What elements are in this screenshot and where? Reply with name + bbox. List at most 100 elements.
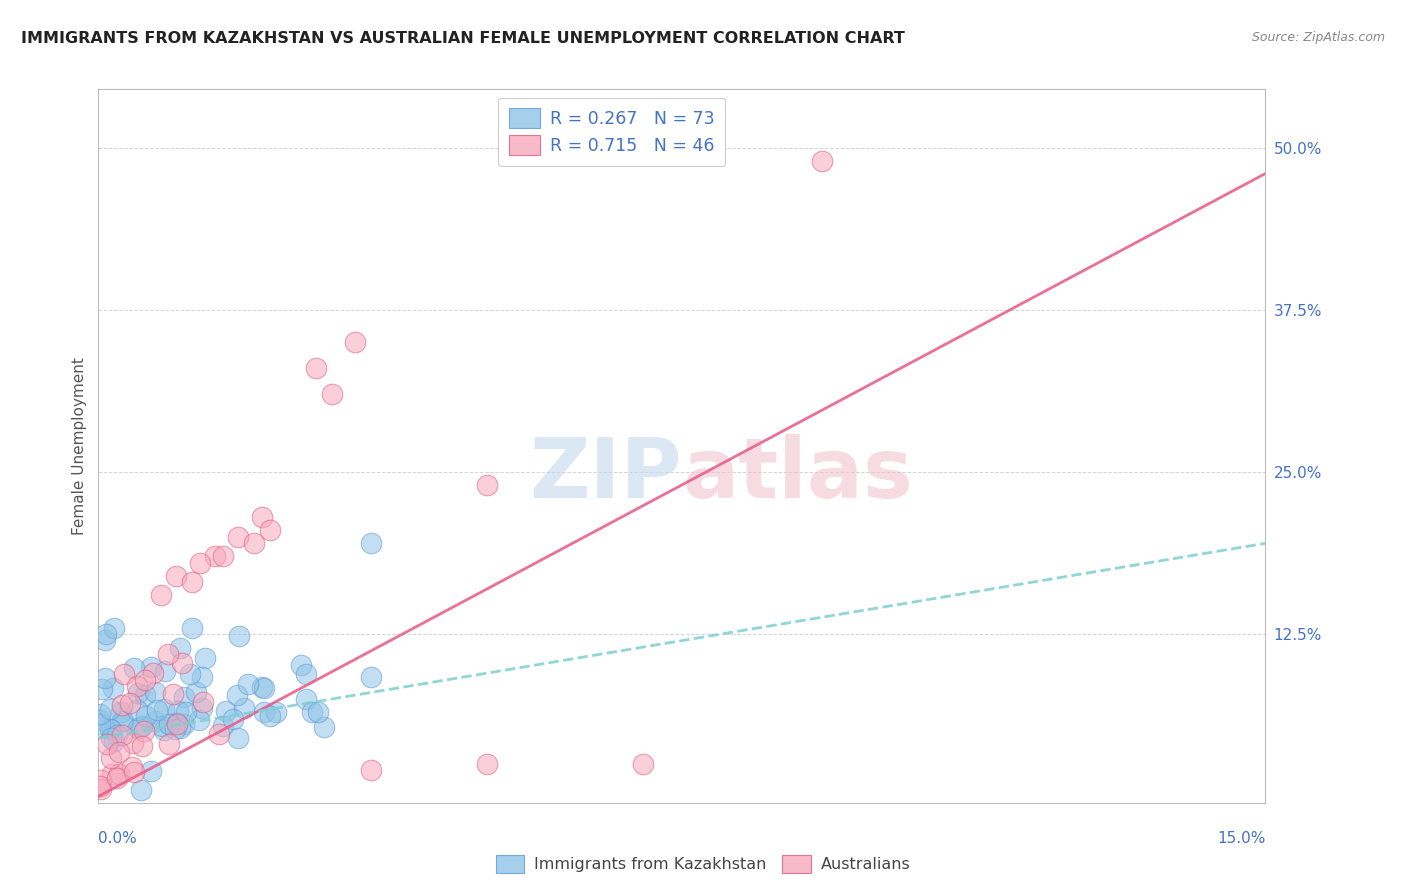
Point	[236, 677, 259, 691]
Point	[143, 684, 166, 698]
Point	[100, 751, 122, 765]
Point	[212, 549, 235, 564]
Point	[96, 737, 118, 751]
Point	[208, 726, 231, 740]
Point	[301, 705, 323, 719]
Point	[129, 720, 152, 734]
Point	[153, 664, 176, 678]
Point	[139, 659, 162, 673]
Point	[264, 705, 287, 719]
Point	[477, 756, 499, 771]
Point	[811, 153, 834, 168]
Point	[98, 723, 121, 737]
Point	[142, 666, 165, 681]
Point	[215, 704, 238, 718]
Point	[96, 627, 118, 641]
Point	[191, 695, 214, 709]
Point	[149, 588, 172, 602]
Point	[170, 656, 193, 670]
Point	[90, 682, 112, 697]
Point	[90, 773, 112, 788]
Point	[180, 575, 202, 590]
Point	[179, 666, 201, 681]
Point	[226, 731, 249, 745]
Text: atlas: atlas	[682, 434, 912, 515]
Point	[184, 685, 207, 699]
Point	[360, 670, 382, 684]
Point	[305, 361, 328, 376]
Point	[180, 621, 202, 635]
Text: IMMIGRANTS FROM KAZAKHSTAN VS AUSTRALIAN FEMALE UNEMPLOYMENT CORRELATION CHART: IMMIGRANTS FROM KAZAKHSTAN VS AUSTRALIAN…	[21, 31, 905, 46]
Point	[89, 781, 111, 796]
Point	[187, 714, 209, 728]
Point	[112, 666, 135, 681]
Point	[165, 568, 187, 582]
Point	[101, 681, 124, 695]
Point	[360, 536, 382, 550]
Point	[141, 764, 163, 778]
Point	[360, 764, 382, 778]
Point	[100, 722, 122, 736]
Point	[124, 661, 146, 675]
Point	[131, 782, 153, 797]
Point	[89, 717, 111, 731]
Text: ZIP: ZIP	[530, 434, 682, 515]
Point	[108, 746, 131, 760]
Point	[157, 717, 180, 731]
Point	[252, 705, 274, 719]
Legend: Immigrants from Kazakhstan, Australians: Immigrants from Kazakhstan, Australians	[489, 848, 917, 880]
Point	[100, 766, 122, 780]
Point	[165, 722, 187, 736]
Point	[111, 714, 134, 729]
Text: 15.0%: 15.0%	[1218, 831, 1265, 847]
Point	[135, 709, 157, 723]
Point	[153, 702, 176, 716]
Point	[344, 335, 367, 350]
Point	[134, 724, 156, 739]
Point	[252, 681, 274, 695]
Point	[290, 657, 312, 672]
Point	[105, 728, 128, 742]
Point	[131, 739, 153, 753]
Point	[121, 760, 143, 774]
Point	[477, 478, 499, 492]
Point	[134, 673, 156, 687]
Point	[226, 688, 249, 702]
Point	[159, 737, 181, 751]
Point	[127, 686, 149, 700]
Text: Source: ZipAtlas.com: Source: ZipAtlas.com	[1251, 31, 1385, 45]
Point	[131, 718, 153, 732]
Legend: R = 0.267   N = 73, R = 0.715   N = 46: R = 0.267 N = 73, R = 0.715 N = 46	[498, 98, 725, 166]
Point	[295, 667, 318, 681]
Point	[307, 706, 329, 720]
Point	[295, 692, 318, 706]
Point	[124, 764, 146, 779]
Point	[118, 696, 141, 710]
Point	[134, 688, 156, 702]
Point	[152, 719, 174, 733]
Point	[111, 728, 134, 742]
Point	[94, 632, 117, 647]
Point	[110, 705, 132, 719]
Y-axis label: Female Unemployment: Female Unemployment	[72, 357, 87, 535]
Point	[98, 702, 121, 716]
Point	[89, 713, 111, 727]
Point	[228, 629, 250, 643]
Point	[166, 716, 188, 731]
Point	[162, 687, 184, 701]
Point	[321, 387, 343, 401]
Point	[146, 703, 169, 717]
Point	[157, 647, 180, 661]
Point	[194, 650, 217, 665]
Point	[253, 681, 276, 696]
Point	[111, 698, 134, 713]
Point	[631, 756, 654, 771]
Point	[103, 733, 125, 747]
Point	[167, 704, 190, 718]
Point	[111, 714, 134, 728]
Point	[105, 771, 128, 785]
Point	[188, 556, 211, 570]
Point	[169, 721, 191, 735]
Point	[169, 640, 191, 655]
Point	[312, 720, 335, 734]
